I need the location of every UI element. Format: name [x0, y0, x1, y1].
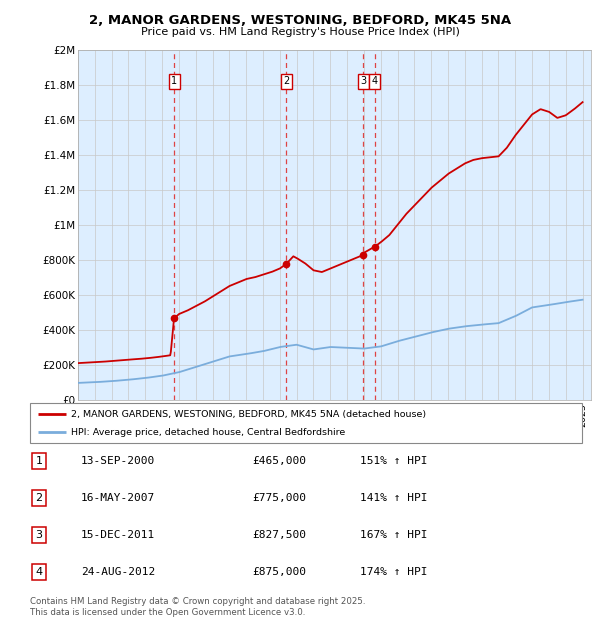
Text: 24-AUG-2012: 24-AUG-2012 — [81, 567, 155, 577]
Text: 3: 3 — [360, 76, 367, 86]
Text: 2, MANOR GARDENS, WESTONING, BEDFORD, MK45 5NA: 2, MANOR GARDENS, WESTONING, BEDFORD, MK… — [89, 14, 511, 27]
Text: 1: 1 — [171, 76, 177, 86]
Text: 3: 3 — [35, 530, 43, 540]
Text: 2, MANOR GARDENS, WESTONING, BEDFORD, MK45 5NA (detached house): 2, MANOR GARDENS, WESTONING, BEDFORD, MK… — [71, 410, 427, 418]
Text: 15-DEC-2011: 15-DEC-2011 — [81, 530, 155, 540]
Text: 13-SEP-2000: 13-SEP-2000 — [81, 456, 155, 466]
Text: Contains HM Land Registry data © Crown copyright and database right 2025.
This d: Contains HM Land Registry data © Crown c… — [30, 598, 365, 617]
Text: 2: 2 — [283, 76, 289, 86]
Text: Price paid vs. HM Land Registry's House Price Index (HPI): Price paid vs. HM Land Registry's House … — [140, 27, 460, 37]
Text: 4: 4 — [35, 567, 43, 577]
Text: 174% ↑ HPI: 174% ↑ HPI — [360, 567, 427, 577]
Text: 2: 2 — [35, 493, 43, 503]
Text: £465,000: £465,000 — [252, 456, 306, 466]
Text: £775,000: £775,000 — [252, 493, 306, 503]
Text: HPI: Average price, detached house, Central Bedfordshire: HPI: Average price, detached house, Cent… — [71, 428, 346, 436]
FancyBboxPatch shape — [30, 403, 582, 443]
Text: £875,000: £875,000 — [252, 567, 306, 577]
Text: 151% ↑ HPI: 151% ↑ HPI — [360, 456, 427, 466]
Text: £827,500: £827,500 — [252, 530, 306, 540]
Text: 16-MAY-2007: 16-MAY-2007 — [81, 493, 155, 503]
Text: 141% ↑ HPI: 141% ↑ HPI — [360, 493, 427, 503]
Text: 4: 4 — [372, 76, 378, 86]
Text: 1: 1 — [35, 456, 43, 466]
Text: 167% ↑ HPI: 167% ↑ HPI — [360, 530, 427, 540]
